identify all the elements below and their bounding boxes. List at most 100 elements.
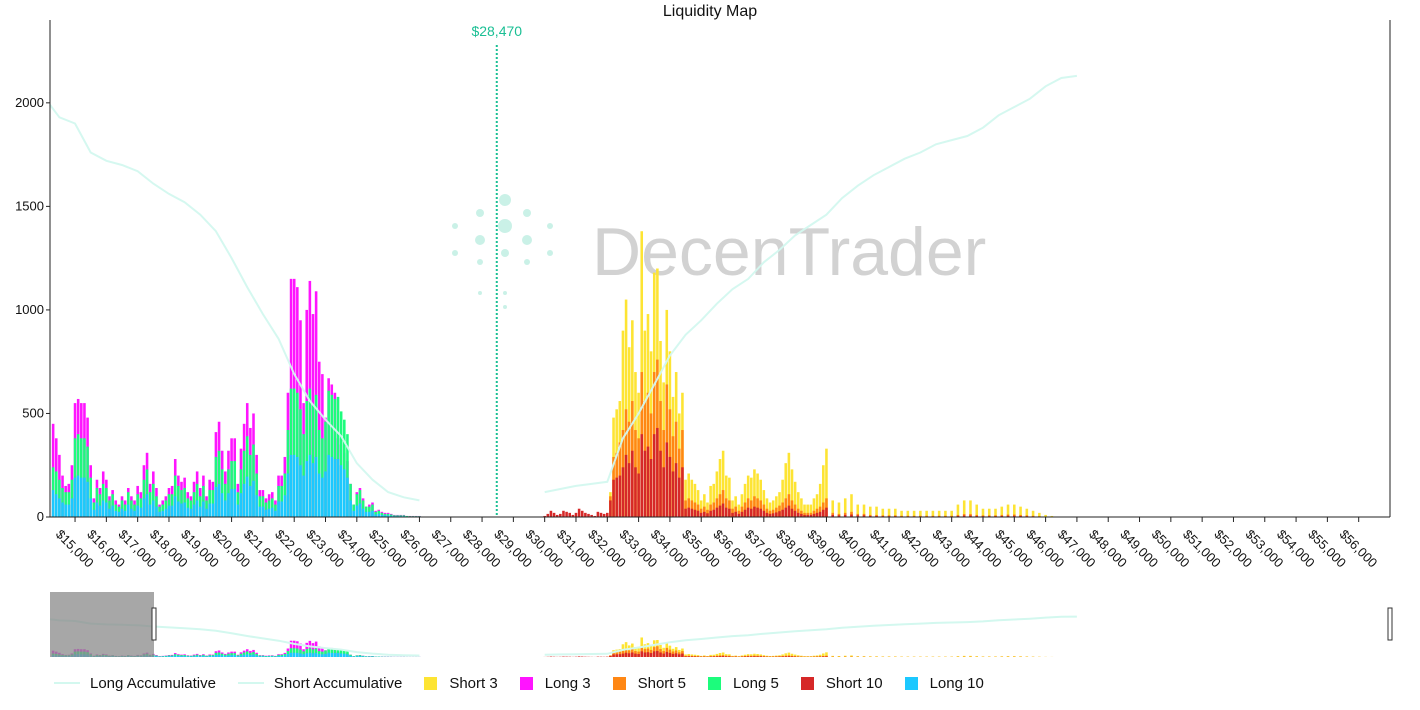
long-long10-bar xyxy=(117,511,121,517)
long-long10-bar xyxy=(280,501,283,517)
long-long10-bar xyxy=(368,511,371,517)
short-short3-bar xyxy=(734,496,737,517)
short-short10-bar xyxy=(606,512,609,517)
legend-item-long-5[interactable]: Long 5 xyxy=(707,675,779,692)
mini-short-short3-bar xyxy=(724,654,728,657)
legend-item-short-3[interactable]: Short 3 xyxy=(424,675,498,692)
short-short10-bar xyxy=(621,467,625,517)
mini-short-short10-bar xyxy=(674,653,678,657)
long-long5-bar xyxy=(145,469,149,517)
short-short3-bar xyxy=(837,502,841,517)
long-long10-bar xyxy=(177,501,180,517)
mini-short-short5-bar xyxy=(825,655,828,657)
range-handle-right[interactable] xyxy=(1387,607,1393,641)
long-long10-bar xyxy=(148,504,152,517)
legend-item-long-10[interactable]: Long 10 xyxy=(904,675,984,692)
long-long10-bar xyxy=(271,507,274,517)
mini-short-short10-bar xyxy=(577,656,581,657)
legend-item-short-5[interactable]: Short 5 xyxy=(612,675,686,692)
short-short3-bar xyxy=(762,490,766,517)
mini-short-short3-bar xyxy=(1006,656,1010,657)
mini-short-short3-bar xyxy=(822,653,825,657)
mini-long-long10-bar xyxy=(280,655,283,657)
legend-item-long-3[interactable]: Long 3 xyxy=(519,675,591,692)
mini-short-short3-bar xyxy=(1000,656,1004,657)
long-long10-bar xyxy=(361,508,365,517)
mini-long-long10-bar xyxy=(214,654,218,657)
short-short10-bar xyxy=(812,513,816,517)
short-short10-bar xyxy=(809,514,813,517)
mini-long-long10-bar xyxy=(355,656,359,657)
mini-short-short3-bar xyxy=(781,654,784,657)
short-short10-bar xyxy=(637,473,640,517)
short-short3-bar xyxy=(1019,506,1022,517)
long-long10-bar xyxy=(195,500,199,517)
long-long5-bar xyxy=(396,515,399,517)
short-short10-bar xyxy=(652,434,656,517)
bar-series xyxy=(51,231,1054,517)
legend-item-short-accumulative[interactable]: Short Accumulative xyxy=(237,675,402,692)
mini-short-short3-bar xyxy=(715,653,719,657)
legend-item-short-10[interactable]: Short 10 xyxy=(800,675,883,692)
short-short3-bar xyxy=(787,452,791,517)
mini-short-short10-bar xyxy=(662,653,665,657)
long-long10-bar xyxy=(164,508,168,517)
short-short5-bar xyxy=(753,496,756,517)
long-long5-bar xyxy=(61,488,64,517)
range-slider[interactable] xyxy=(49,592,1393,657)
mini-short-short10-bar xyxy=(753,656,756,657)
long-long10-bar xyxy=(274,510,277,517)
short-short3-bar xyxy=(850,494,853,517)
mini-short-short10-bar xyxy=(634,653,637,657)
legend: Long Accumulative Short Accumulative Short… xyxy=(54,672,1006,694)
legend-item-long-accumulative[interactable]: Long Accumulative xyxy=(54,675,216,692)
short-short3-bar xyxy=(724,475,728,517)
short-short10-bar xyxy=(693,509,697,517)
mini-short-short3-bar xyxy=(696,655,700,657)
long-long5-bar xyxy=(393,515,396,517)
long-long10-bar xyxy=(258,506,262,517)
long-long10-bar xyxy=(95,502,99,517)
mini-short-short10-bar xyxy=(621,653,625,657)
mini-short-short10-bar xyxy=(643,652,647,657)
current-price-label: $28,470 xyxy=(471,23,522,39)
mini-short-short10-bar xyxy=(656,650,659,657)
long-long10-bar xyxy=(308,454,312,517)
mini-long-long10-bar xyxy=(289,652,293,657)
mini-short-short3-bar xyxy=(712,654,716,657)
mini-short-short3-bar xyxy=(803,656,806,657)
long-long10-bar xyxy=(292,454,296,517)
mini-short-short3-bar xyxy=(768,656,772,657)
mini-long-long10-bar xyxy=(186,656,190,657)
short-short10-bar xyxy=(627,463,631,517)
mini-long-long10-bar xyxy=(292,652,296,657)
range-selection-shade[interactable] xyxy=(50,592,154,657)
long-long10-bar xyxy=(252,480,255,517)
short-short3-bar xyxy=(759,479,762,517)
short-short3-bar xyxy=(875,506,878,517)
long-long5-bar xyxy=(399,515,402,517)
long-long10-bar xyxy=(114,510,118,517)
mini-short-short5-bar xyxy=(724,655,728,657)
long-long5-bar xyxy=(296,392,299,517)
short-short3-bar xyxy=(962,500,966,517)
long-long10-bar xyxy=(383,515,387,517)
short-short10-bar xyxy=(696,510,700,517)
long-long10-bar xyxy=(311,463,315,517)
watermark-logo: DecenTrader xyxy=(452,194,986,309)
long-long10-bar xyxy=(98,505,102,517)
long-long5-bar xyxy=(330,394,334,517)
mini-long-long10-bar xyxy=(333,653,337,657)
mini-long-long10-bar xyxy=(239,655,243,657)
long-long10-bar xyxy=(358,503,362,517)
short-short3-bar xyxy=(1044,514,1047,517)
short-short3-bar xyxy=(937,510,941,517)
range-handle-left[interactable] xyxy=(151,607,157,641)
short-short3-bar xyxy=(994,508,997,517)
mini-short-short3-bar xyxy=(687,654,690,657)
long-long10-bar xyxy=(336,459,340,517)
short-short10-bar xyxy=(584,512,587,517)
mini-short-short3-bar xyxy=(894,656,897,657)
mini-long-long5-bar xyxy=(343,650,346,657)
